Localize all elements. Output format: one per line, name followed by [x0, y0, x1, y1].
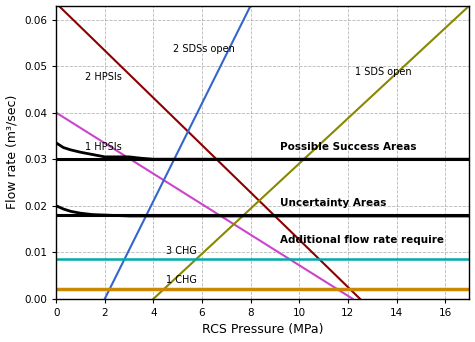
- Text: 2 HPSIs: 2 HPSIs: [86, 72, 122, 82]
- Text: 3 CHG: 3 CHG: [166, 246, 197, 256]
- Text: 2 SDSs open: 2 SDSs open: [173, 44, 235, 54]
- Text: 1 SDS open: 1 SDS open: [355, 67, 412, 77]
- Text: Uncertainty Areas: Uncertainty Areas: [280, 198, 386, 208]
- Text: 1 HPSIs: 1 HPSIs: [86, 142, 122, 152]
- Text: 1 CHG: 1 CHG: [166, 275, 197, 285]
- Text: Possible Success Areas: Possible Success Areas: [280, 142, 416, 152]
- Text: Additional flow rate require: Additional flow rate require: [280, 235, 444, 245]
- X-axis label: RCS Pressure (MPa): RCS Pressure (MPa): [202, 324, 323, 337]
- Y-axis label: Flow rate (m³/sec): Flow rate (m³/sec): [6, 95, 19, 209]
